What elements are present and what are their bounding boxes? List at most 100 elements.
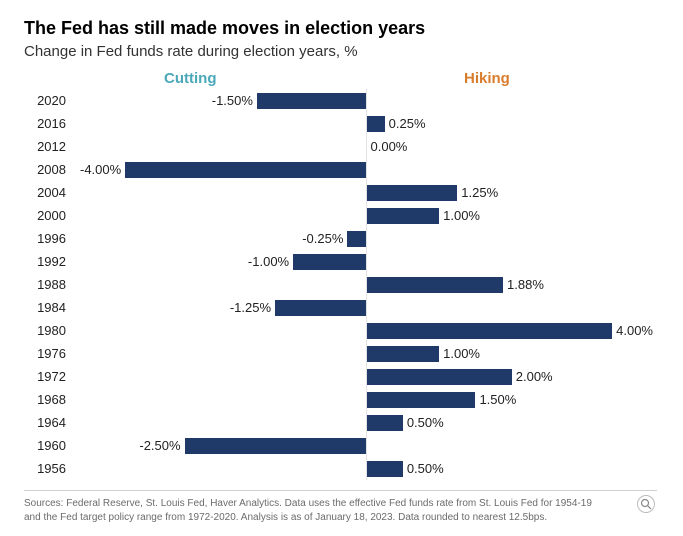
negative-half (76, 135, 367, 158)
negative-half (76, 388, 367, 411)
year-label: 1980 (24, 323, 76, 338)
chart-row: 2008-4.00% (24, 158, 657, 181)
legend-hiking: Hiking (364, 70, 564, 87)
bar-track: -2.50% (76, 434, 657, 457)
bar (367, 323, 613, 339)
bar-track: 1.00% (76, 342, 657, 365)
negative-half (76, 342, 367, 365)
negative-half: -0.25% (76, 227, 367, 250)
chart-row: 19722.00% (24, 365, 657, 388)
value-label: 1.50% (475, 392, 520, 407)
bar-track: 0.50% (76, 457, 657, 480)
positive-half (367, 296, 658, 319)
value-label: -0.25% (298, 231, 347, 246)
positive-half: 0.00% (367, 135, 658, 158)
value-label: 1.00% (439, 346, 484, 361)
chart-row: 20120.00% (24, 135, 657, 158)
positive-half: 0.25% (367, 112, 658, 135)
positive-half: 1.00% (367, 342, 658, 365)
bar (367, 461, 403, 477)
positive-half (367, 227, 658, 250)
chart-row: 2004 1.25% (24, 181, 657, 204)
year-label: 1956 (24, 461, 76, 476)
bar (367, 277, 504, 293)
bar (367, 208, 440, 224)
negative-half: -4.00% (76, 158, 367, 181)
positive-half: 4.00% (367, 319, 658, 342)
bar (125, 162, 365, 178)
chart-row: 1960 -2.50% (24, 434, 657, 457)
bar-track: 1.50% (76, 388, 657, 411)
value-label: 4.00% (612, 323, 657, 338)
bar-track: 4.00% (76, 319, 657, 342)
value-label: -4.00% (76, 162, 125, 177)
bar-track: -0.25% (76, 227, 657, 250)
negative-half (76, 112, 367, 135)
bar-track: 1.25% (76, 181, 657, 204)
bar (367, 369, 512, 385)
negative-half: -2.50% (76, 434, 367, 457)
bar-track: -1.00% (76, 250, 657, 273)
bar (367, 185, 458, 201)
negative-half (76, 319, 367, 342)
year-label: 1984 (24, 300, 76, 315)
year-label: 1960 (24, 438, 76, 453)
footer-line-2: and the Fed target policy range from 197… (24, 512, 547, 523)
chart-row: 1984-1.25% (24, 296, 657, 319)
bar (293, 254, 365, 270)
value-label: 0.25% (385, 116, 430, 131)
bar (257, 93, 366, 109)
positive-half (367, 89, 658, 112)
bar (347, 231, 365, 247)
chart-title: The Fed has still made moves in election… (24, 18, 657, 39)
value-label: -1.50% (208, 93, 257, 108)
fed-funds-chart: 2020-1.50%20160.25%20120.00%2008-4.00%20… (24, 89, 657, 480)
chart-subtitle: Change in Fed funds rate during election… (24, 43, 657, 60)
negative-half (76, 273, 367, 296)
negative-half (76, 365, 367, 388)
bar (367, 346, 440, 362)
year-label: 2004 (24, 185, 76, 200)
positive-half: 0.50% (367, 411, 658, 434)
positive-half: 1.88% (367, 273, 658, 296)
positive-half (367, 158, 658, 181)
positive-half: 0.50% (367, 457, 658, 480)
year-label: 1992 (24, 254, 76, 269)
year-label: 1964 (24, 415, 76, 430)
negative-half: -1.50% (76, 89, 367, 112)
magnify-icon[interactable] (637, 495, 655, 513)
positive-half (367, 434, 658, 457)
value-label: 0.50% (403, 461, 448, 476)
year-label: 2008 (24, 162, 76, 177)
bar-track: 0.50% (76, 411, 657, 434)
bar (185, 438, 366, 454)
negative-half: -1.25% (76, 296, 367, 319)
year-label: 1968 (24, 392, 76, 407)
chart-row: 1968 1.50% (24, 388, 657, 411)
bar (367, 415, 403, 431)
year-label: 2020 (24, 93, 76, 108)
negative-half (76, 457, 367, 480)
chart-row: 1964 0.50% (24, 411, 657, 434)
legend-cutting: Cutting (94, 70, 364, 87)
value-label: 1.88% (503, 277, 548, 292)
legend: Cutting Hiking (24, 70, 657, 87)
footer-line-1: Sources: Federal Reserve, St. Louis Fed,… (24, 498, 592, 509)
bar-track: 2.00% (76, 365, 657, 388)
year-label: 1988 (24, 277, 76, 292)
source-footer: Sources: Federal Reserve, St. Louis Fed,… (24, 490, 657, 524)
negative-half (76, 411, 367, 434)
value-label: 1.25% (457, 185, 502, 200)
chart-row: 19761.00% (24, 342, 657, 365)
chart-row: 1996 -0.25% (24, 227, 657, 250)
bar-track: 1.00% (76, 204, 657, 227)
year-label: 1996 (24, 231, 76, 246)
positive-half: 1.25% (367, 181, 658, 204)
positive-half: 1.00% (367, 204, 658, 227)
value-label: 1.00% (439, 208, 484, 223)
value-label: -2.50% (135, 438, 184, 453)
chart-row: 1988 1.88% (24, 273, 657, 296)
bar-track: -1.25% (76, 296, 657, 319)
chart-row: 1992-1.00% (24, 250, 657, 273)
positive-half (367, 250, 658, 273)
